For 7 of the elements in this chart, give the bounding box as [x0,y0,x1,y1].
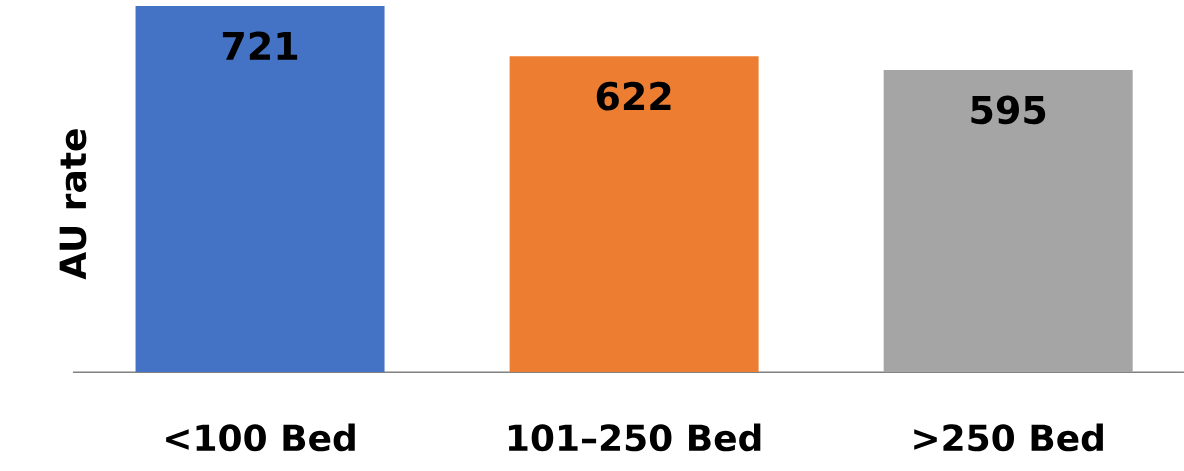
x-tick-label: 101–250 Bed [508,423,761,452]
x-tick-label: <100 Bed [166,423,355,452]
data-label: 721 [222,31,298,60]
data-label: 622 [596,81,671,111]
data-label: 595 [971,95,1046,125]
y-axis-title: AU rate [59,129,87,280]
x-tick-label: >250 Bed [914,423,1103,452]
